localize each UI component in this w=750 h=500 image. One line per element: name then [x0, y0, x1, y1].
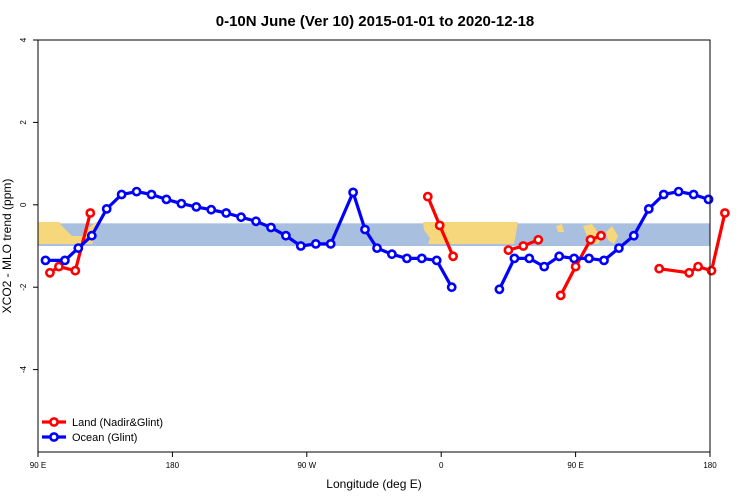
- plot-frame: [37, 39, 711, 453]
- data-point: [584, 253, 594, 264]
- chart-title: 0-10N June (Ver 10) 2015-01-01 to 2020-1…: [216, 13, 535, 30]
- data-point: [688, 189, 699, 200]
- data-point: [45, 267, 55, 278]
- data-point: [554, 251, 565, 262]
- x-tick-label: 90 E: [567, 461, 583, 470]
- data-point: [494, 284, 505, 295]
- data-point: [446, 282, 457, 293]
- x-axis: 90 E 180 90 W 0 90 E 180: [30, 452, 717, 470]
- data-point: [280, 230, 291, 241]
- data-point: [161, 194, 172, 205]
- data-point: [54, 261, 64, 272]
- x-tick-label: 180: [166, 461, 180, 470]
- data-point: [295, 241, 306, 251]
- data-point: [524, 253, 535, 264]
- data-point: [372, 243, 382, 253]
- data-point: [386, 249, 397, 260]
- data-point: [325, 238, 336, 249]
- legend-marker: [49, 417, 59, 427]
- data-point: [236, 212, 246, 223]
- data-point: [673, 186, 684, 197]
- y-tick-label: -4: [19, 365, 28, 373]
- data-point: [70, 265, 81, 276]
- series-layer: [40, 186, 730, 301]
- data-point: [628, 230, 639, 241]
- legend: Land (Nadir&Glint) Ocean (Glint): [42, 417, 163, 444]
- data-point: [533, 234, 544, 245]
- data-point: [614, 243, 624, 253]
- data-point: [658, 189, 669, 200]
- data-point: [431, 255, 442, 266]
- data-point: [86, 230, 97, 241]
- data-point: [422, 191, 433, 202]
- data-point: [569, 253, 579, 264]
- data-point: [703, 194, 714, 205]
- data-point: [251, 216, 261, 227]
- data-point: [73, 243, 84, 253]
- data-point: [60, 255, 70, 266]
- data-point: [191, 201, 202, 212]
- data-point: [266, 222, 276, 233]
- data-point: [116, 189, 127, 200]
- y-tick-label: 4: [19, 37, 28, 42]
- data-point: [131, 186, 142, 197]
- series-line: [559, 234, 602, 297]
- data-point: [101, 203, 112, 214]
- data-point: [720, 208, 730, 218]
- data-point: [599, 255, 609, 266]
- data-point: [539, 261, 550, 272]
- data-point: [85, 208, 96, 218]
- land-region: [583, 224, 602, 244]
- legend-marker: [49, 432, 59, 442]
- data-point: [509, 253, 520, 264]
- data-point: [448, 251, 458, 262]
- data-point: [40, 255, 51, 266]
- data-point: [416, 253, 427, 264]
- x-axis-label: Longitude (deg E): [326, 477, 421, 491]
- data-point: [310, 238, 321, 249]
- legend-label: Ocean (Glint): [72, 432, 137, 444]
- y-tick-label: 0: [19, 202, 28, 207]
- land-region: [606, 226, 618, 244]
- data-point: [693, 261, 703, 272]
- data-point: [654, 263, 665, 274]
- data-point: [146, 189, 157, 200]
- land-region: [50, 222, 62, 232]
- data-point: [555, 290, 566, 301]
- legend-label: Land (Nadir&Glint): [72, 417, 163, 429]
- data-point: [360, 224, 370, 235]
- data-point: [643, 203, 654, 214]
- data-point: [596, 230, 606, 241]
- data-point: [221, 208, 232, 218]
- y-tick-label: -2: [19, 283, 28, 291]
- y-axis: 4 2 0 -2 -4: [19, 37, 38, 373]
- data-point: [684, 267, 694, 278]
- data-point: [348, 187, 358, 198]
- data-point: [434, 220, 445, 231]
- x-tick-label: 180: [703, 461, 717, 470]
- data-point: [503, 245, 514, 255]
- data-point: [585, 234, 596, 245]
- x-tick-label: 90 W: [297, 461, 316, 470]
- data-point: [206, 204, 217, 215]
- data-point: [518, 241, 529, 251]
- x-tick-label: 0: [439, 461, 444, 470]
- land-region: [556, 224, 564, 232]
- y-tick-label: 2: [19, 120, 28, 125]
- series-line: [45, 190, 454, 288]
- y-axis-label: XCO2 - MLO trend (ppm): [0, 179, 14, 314]
- data-point: [176, 198, 187, 209]
- data-point: [706, 265, 717, 276]
- data-point: [401, 253, 412, 264]
- data-point: [570, 261, 581, 272]
- x-tick-label: 90 E: [30, 461, 46, 470]
